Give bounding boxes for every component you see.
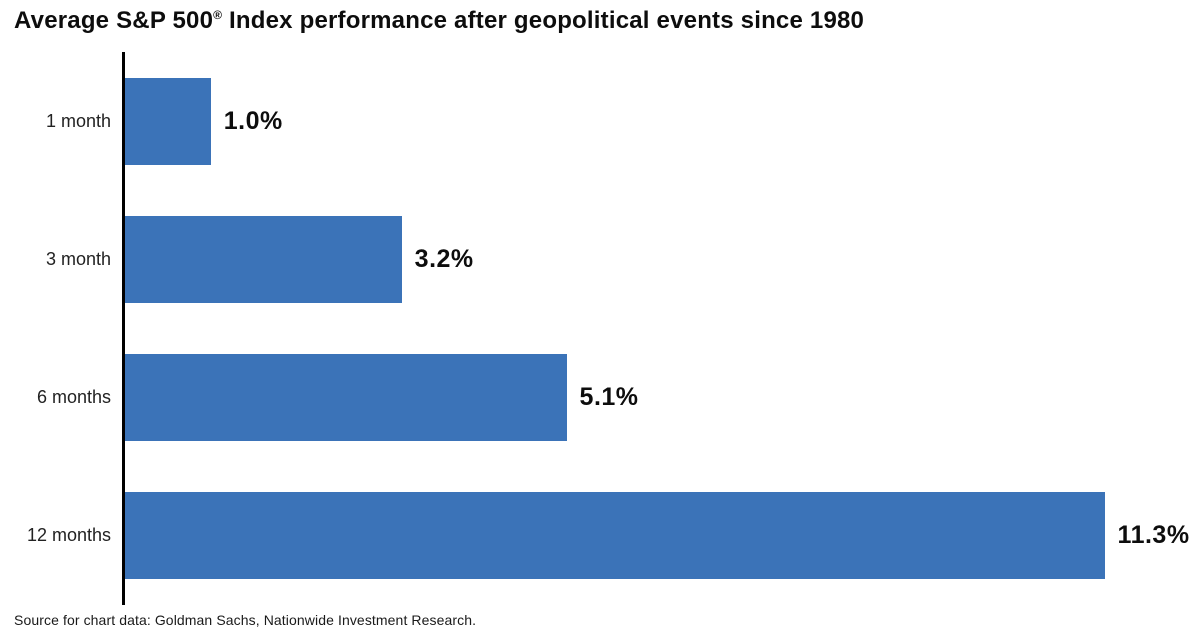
bar-row-6-months: 6 months 5.1% xyxy=(0,329,1200,467)
chart-title: Average S&P 500® Index performance after… xyxy=(14,7,864,35)
bar-track: 5.1% xyxy=(124,354,1200,442)
value-label: 5.1% xyxy=(579,383,639,412)
bar-row-12-months: 12 months 11.3% xyxy=(0,467,1200,605)
bar-row-3-month: 3 month 3.2% xyxy=(0,190,1200,328)
bar-row-1-month: 1 month 1.0% xyxy=(0,52,1200,190)
value-label: 1.0% xyxy=(223,106,283,135)
bar-12-months xyxy=(124,492,1105,580)
value-label: 11.3% xyxy=(1117,521,1190,550)
registered-trademark-mark: ® xyxy=(213,8,223,22)
category-label: 3 month xyxy=(45,248,111,269)
bar-1-month xyxy=(124,77,211,165)
plot-area: 1 month 1.0% 3 month 3.2% 6 months 5.1% … xyxy=(0,52,1200,605)
value-label: 3.2% xyxy=(414,244,474,273)
category-label: 1 month xyxy=(45,110,111,131)
category-label: 6 months xyxy=(36,387,111,408)
chart-title-text: Average S&P 500 xyxy=(14,7,214,34)
bar-track: 1.0% xyxy=(124,77,1200,165)
category-label: 12 months xyxy=(26,525,111,546)
bar-track: 11.3% xyxy=(124,492,1200,580)
chart-title-text-suffix: Index performance after geopolitical eve… xyxy=(222,7,865,34)
bar-3-month xyxy=(124,215,402,303)
y-axis-line xyxy=(122,52,125,605)
bar-track: 3.2% xyxy=(124,215,1200,303)
source-note: Source for chart data: Goldman Sachs, Na… xyxy=(14,612,477,628)
bar-6-months xyxy=(124,354,567,442)
